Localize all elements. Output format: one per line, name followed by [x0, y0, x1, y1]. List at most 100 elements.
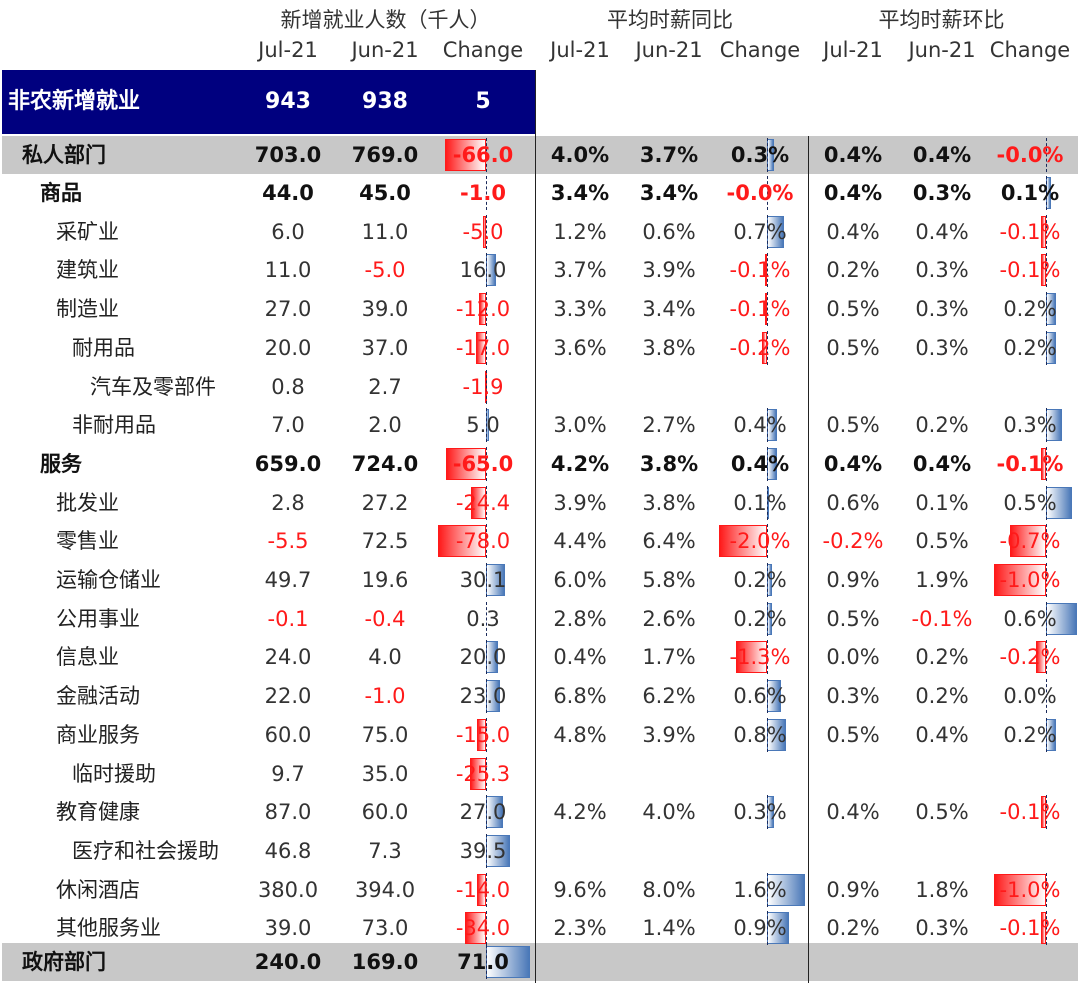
zero-axis	[1046, 563, 1047, 597]
table-cell: -1.0	[364, 684, 406, 709]
row-label: 公用事业	[56, 606, 140, 631]
column-header: Change	[989, 38, 1071, 62]
table-cell: 0.1%	[1000, 181, 1060, 205]
zero-axis	[486, 679, 487, 714]
table-cell: 20.0	[264, 335, 312, 360]
table-cell: -0.1%	[729, 297, 791, 322]
table-cell: 3.4%	[642, 297, 696, 322]
table-cell: 0.2%	[1003, 722, 1057, 747]
column-header: Jun-21	[635, 38, 703, 62]
table-cell: -25.3	[455, 761, 511, 786]
row-label: 零售业	[56, 529, 119, 554]
table-cell: -65.0	[452, 451, 514, 476]
row-label: 私人部门	[22, 143, 106, 167]
change-bar	[1035, 641, 1046, 674]
change-bar	[1040, 912, 1046, 945]
table-cell: 4.4%	[553, 529, 607, 554]
table-cell: 0.3%	[915, 258, 969, 283]
table-cell: 380.0	[257, 877, 319, 902]
zero-axis	[486, 369, 487, 404]
table-cell: 39.0	[361, 297, 409, 322]
change-bar	[438, 525, 486, 558]
zero-axis	[486, 833, 487, 868]
table-cell: 4.2%	[550, 451, 610, 476]
zero-axis	[486, 601, 487, 636]
zero-axis	[767, 176, 768, 210]
table-cell: 27.2	[361, 490, 409, 515]
table-cell: 3.4%	[550, 181, 610, 205]
row-label: 汽车及零部件	[90, 374, 216, 399]
table-cell: 0.8	[271, 374, 305, 399]
table-cell: 0.5%	[826, 297, 880, 322]
table-cell: 0.2%	[733, 568, 787, 592]
header-band	[2, 70, 535, 134]
row-label: 建筑业	[56, 258, 119, 283]
table-cell: 0.4%	[826, 800, 880, 825]
zero-axis	[486, 717, 487, 752]
row-label: 其他服务业	[56, 916, 161, 941]
change-bar	[1040, 254, 1046, 287]
zero-axis	[767, 292, 768, 327]
table-cell: 44.0	[262, 181, 314, 205]
table-cell: 6.0	[271, 219, 305, 244]
change-bar	[1040, 447, 1046, 480]
table-cell: 24.0	[264, 645, 312, 670]
row-label: 商业服务	[56, 722, 140, 747]
table-cell: 2.7	[368, 374, 402, 399]
table-cell: 2.6%	[642, 606, 696, 631]
table-cell: 7.3	[368, 838, 402, 863]
table-cell: 3.8%	[642, 335, 696, 360]
table-cell: -0.1	[267, 606, 309, 631]
table-cell: 0.5%	[915, 800, 969, 825]
table-cell: -0.7%	[999, 529, 1061, 554]
zero-axis	[486, 872, 487, 907]
table-cell: 0.9%	[826, 568, 880, 592]
table-cell: 60.0	[264, 722, 312, 747]
row-label: 医疗和社会援助	[72, 838, 219, 863]
zero-axis	[767, 524, 768, 559]
zero-axis	[767, 911, 768, 946]
change-bar	[994, 564, 1046, 596]
change-bar	[445, 139, 486, 171]
table-cell: 0.4%	[733, 413, 787, 438]
table-cell: -78.0	[455, 529, 511, 554]
table-cell: -34.0	[455, 916, 511, 941]
zero-axis	[486, 253, 487, 288]
zero-axis	[486, 408, 487, 443]
column-header: Jul-21	[258, 38, 318, 62]
table-cell: 4.0%	[642, 800, 696, 825]
table-cell: 11.0	[361, 219, 409, 244]
table-cell: 3.6%	[553, 335, 607, 360]
table-cell: 0.3%	[730, 143, 790, 167]
zero-axis	[767, 138, 768, 172]
table-cell: 3.4%	[639, 181, 699, 205]
change-bar	[735, 641, 767, 674]
zero-axis	[767, 679, 768, 714]
change-bar	[475, 331, 486, 364]
table-cell: 22.0	[264, 684, 312, 709]
table-cell: 6.8%	[553, 684, 607, 709]
zero-axis	[486, 795, 487, 830]
table-cell: 0.1%	[915, 490, 969, 515]
row-label: 休闲酒店	[56, 877, 140, 902]
table-cell: 72.5	[361, 529, 409, 554]
table-cell: 45.0	[359, 181, 411, 205]
table-cell: -14.0	[455, 877, 511, 902]
row-label: 服务	[40, 451, 82, 476]
table-cell: 0.5%	[826, 335, 880, 360]
table-cell: -0.0%	[726, 181, 794, 205]
table-cell: 169.0	[351, 950, 419, 974]
zero-axis	[1046, 408, 1047, 443]
zero-axis	[486, 945, 487, 979]
row-label: 批发业	[56, 490, 119, 515]
table-cell: -5.5	[267, 529, 309, 554]
zero-axis	[767, 485, 768, 520]
zero-axis	[1046, 253, 1047, 288]
change-bar	[482, 215, 486, 248]
table-cell: 2.8%	[553, 606, 607, 631]
zero-axis	[486, 214, 487, 249]
zero-axis	[1046, 640, 1047, 675]
table-cell: 8.0%	[642, 877, 696, 902]
table-cell: 16.0	[459, 258, 507, 283]
change-bar	[446, 447, 486, 480]
